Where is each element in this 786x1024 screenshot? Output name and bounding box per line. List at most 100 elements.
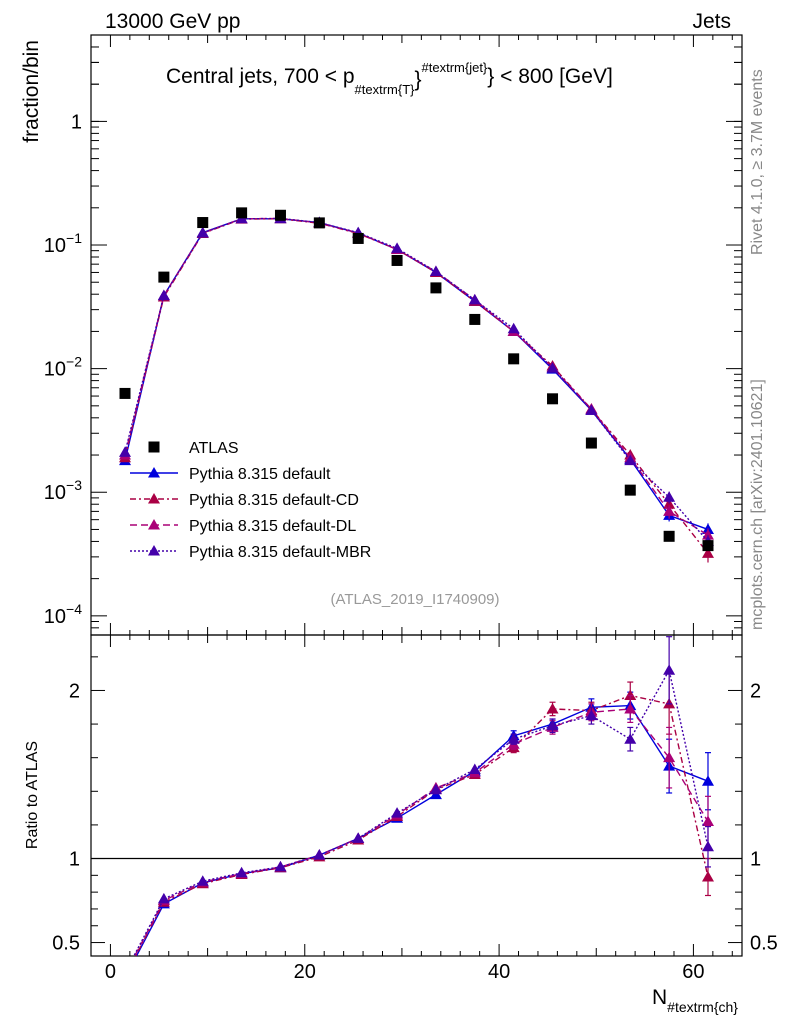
main-y-tick-exponent: −4 [66,601,82,617]
ratio-point [585,709,598,721]
data-point-mc [624,454,637,466]
main-series-2 [119,212,714,563]
data-point-atlas [197,217,209,229]
x-axis-label-subscript: #textrm{ch} [667,999,738,1015]
ratio-y-tick-label: 1 [69,849,80,871]
legend-entry: Pythia 8.315 default [130,466,331,483]
data-point-atlas [391,254,403,266]
data-point-mc [585,404,598,415]
legend-marker [148,467,160,478]
data-point-mc [663,491,676,502]
main-y-tick-base: 10 [44,606,66,628]
data-point-mc [429,265,442,277]
ratio-series-2 [133,694,714,956]
data-point-atlas [352,232,364,244]
ratio-panel: 0 20 40 60 0.5 0.5 1 1 2 2 Ratio to ATLAS N#textr… [24,634,778,1015]
ratio-point [391,807,404,818]
main-chart-title: Central jets, 700 < p#textrm{T}}#textrm{… [166,60,613,97]
ratio-y-tick-label-right: 1 [750,849,761,871]
title-tail: } < 800 [GeV] [487,65,613,88]
main-series-group [119,207,714,563]
mcplots-label: mcplots.cern.ch [arXiv:2401.10621] [749,379,766,630]
ratio-point [157,892,170,904]
title-brace: } [415,68,422,91]
ratio-point [701,840,714,852]
main-y-tick-label: 10−1 [44,230,82,257]
data-point-atlas [236,207,248,219]
ratio-series-line [133,708,709,956]
ratio-series-3 [133,636,714,956]
x-tick-label: 20 [294,961,316,983]
x-axis-label-main: N [652,986,667,1009]
main-y-tick-base: 10 [44,359,66,381]
data-point-mc [663,505,676,516]
legend-entry: Pythia 8.315 default-CD [130,492,359,509]
main-series-0 [119,207,714,552]
ratio-point [624,689,637,701]
main-y-tick-label: 10−3 [44,477,82,504]
main-y-tick-label: 10−2 [44,354,82,381]
legend-entry: Pythia 8.315 default-DL [130,518,356,535]
data-point-atlas [702,540,714,552]
analysis-id-label: (ATLAS_2019_I1740909) [330,591,499,608]
title-superscript: #textrm{jet} [422,60,488,75]
data-point-atlas [313,217,325,229]
ratio-y-tick-label: 0.5 [52,933,80,955]
ratio-point [235,866,248,878]
legend-label: Pythia 8.315 default [189,466,331,483]
x-tick-label: 60 [682,961,704,983]
ratio-point [624,733,637,744]
ratio-point [352,832,365,843]
data-point-mc [546,362,559,373]
main-y-tick-label: 1 [71,111,82,133]
legend-label: Pythia 8.315 default-DL [189,518,356,535]
ratio-point [429,783,442,795]
data-point-atlas [469,313,481,325]
main-y-axis-label: fraction/bin [20,40,43,143]
main-y-tick-exponent: −3 [66,477,82,493]
x-axis-label: N#textrm{ch} [652,986,738,1015]
data-point-atlas [508,353,520,365]
data-point-atlas [430,282,442,294]
ratio-point [663,664,676,675]
main-y-tick-base: 10 [44,235,66,257]
ratio-axis-ticks: 0 20 40 60 0.5 0.5 1 1 2 2 [52,635,778,983]
ratio-point [507,733,520,744]
data-point-mc [119,446,132,457]
ratio-point [468,763,481,774]
main-y-tick-exponent: −1 [66,230,82,246]
main-y-tick-label: 10−4 [44,601,82,628]
category-label: Jets [692,10,731,33]
data-point-atlas [158,271,170,283]
legend-entry: ATLAS [148,440,239,457]
ratio-y-tick-label: 2 [69,680,80,702]
ratio-point [701,871,714,882]
ratio-point [663,751,676,763]
data-point-atlas [119,387,131,399]
legend-marker [148,493,160,504]
legend-marker [148,441,160,453]
legend-marker [148,519,160,530]
x-tick-label: 0 [105,961,116,983]
ratio-series-0 [135,691,714,956]
data-point-mc [701,547,714,558]
data-point-atlas [624,484,636,496]
ratio-point [546,702,559,714]
ratio-series-group [91,636,742,956]
main-y-tick-exponent: −2 [66,354,82,370]
legend-label: ATLAS [189,440,239,457]
ratio-y-axis-label: Ratio to ATLAS [24,741,41,849]
data-point-atlas [274,209,286,221]
main-series-line [124,217,709,536]
data-point-atlas [585,437,597,449]
ratio-point [313,849,326,860]
data-point-mc [157,289,170,301]
title-text: Central jets, 700 < p [166,65,355,88]
ratio-point [274,860,287,872]
energy-label: 13000 GeV pp [105,10,240,33]
legend-marker [148,545,160,556]
ratio-point [546,719,559,731]
ratio-series-inner [133,636,714,956]
main-panel: 110−110−210−310−4 fraction/bin Central j… [20,34,743,636]
legend-label: Pythia 8.315 default-MBR [189,544,371,561]
